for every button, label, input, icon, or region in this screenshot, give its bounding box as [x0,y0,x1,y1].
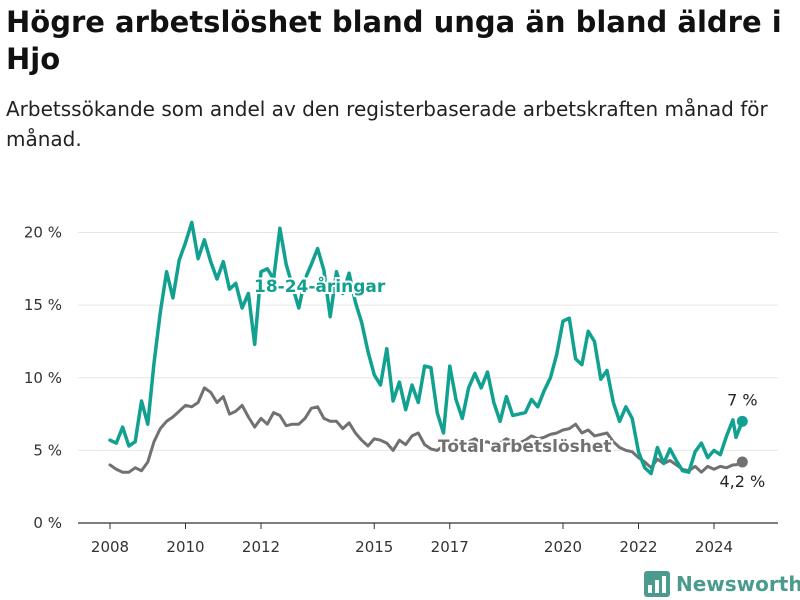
series-label-total: Total arbetslöshet [438,437,612,457]
end-value-total: 4,2 % [719,472,765,491]
x-tick-label: 2008 [91,538,129,556]
y-axis-ticks: 0 % 5 % 10 % 15 % 20 % [24,224,62,532]
series-line-youth [108,220,745,476]
series-line-total [108,386,744,474]
series-label-youth: 18-24-åringar [254,275,386,297]
x-tick-label: 2020 [544,538,582,556]
end-value-youth: 7 % [727,390,757,409]
x-tick-label: 2017 [431,538,469,556]
y-tick-label: 0 % [33,514,62,532]
y-tick-label: 5 % [33,441,62,459]
x-tick-label: 2024 [695,538,733,556]
brand-logo: Newsworthy [644,568,800,600]
series-end-point [736,415,748,427]
y-tick-label: 15 % [24,296,62,314]
series-lines [108,220,748,476]
x-tick-label: 2010 [166,538,204,556]
y-tick-label: 10 % [24,369,62,387]
x-tick-label: 2012 [242,538,280,556]
series-labels: 18-24-åringar Total arbetslöshet 7 % 4,2 % [252,273,765,491]
x-tick-label: 2015 [355,538,393,556]
gridlines [78,232,778,451]
series-end-point [736,456,748,468]
x-tick-label: 2022 [619,538,657,556]
x-axis: 2008 2010 2012 2015 2017 2020 2022 2024 [78,522,778,556]
chart-title: Högre arbetslöshet bland unga än bland ä… [6,5,782,76]
newsworthy-logo-icon [644,571,670,597]
brand-name: Newsworthy [676,572,800,596]
chart-subtitle: Arbetssökande som andel av den registerb… [6,97,768,151]
y-tick-label: 20 % [24,224,62,242]
